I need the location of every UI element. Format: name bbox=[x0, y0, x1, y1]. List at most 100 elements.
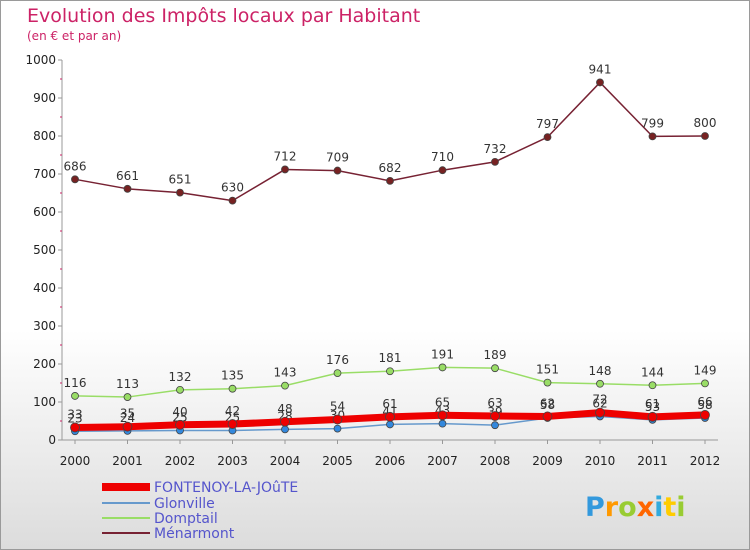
y-tick-label: 100 bbox=[33, 395, 56, 409]
y-tick-label: 800 bbox=[33, 129, 56, 143]
legend: FONTENOY-LA-JOûTEGlonvilleDomptailMénarm… bbox=[102, 480, 298, 542]
data-label: 132 bbox=[169, 370, 192, 384]
data-label: 35 bbox=[120, 407, 135, 421]
logo-letter: o bbox=[618, 492, 637, 523]
data-label: 800 bbox=[694, 116, 717, 130]
x-tick-label: 2000 bbox=[60, 454, 91, 468]
data-label: 191 bbox=[431, 347, 454, 361]
legend-item-domptail: Domptail bbox=[102, 511, 218, 527]
data-point bbox=[596, 379, 604, 388]
data-point bbox=[333, 369, 342, 378]
x-tick-label: 2007 bbox=[427, 454, 458, 468]
data-label: 148 bbox=[589, 364, 612, 378]
logo-letter: i bbox=[654, 492, 663, 523]
data-point bbox=[490, 411, 500, 421]
data-label: 61 bbox=[645, 397, 660, 411]
y-tick-label: 300 bbox=[33, 319, 56, 333]
data-label: 181 bbox=[379, 351, 402, 365]
x-tick-label: 2008 bbox=[480, 454, 511, 468]
data-point bbox=[595, 407, 605, 418]
data-point bbox=[333, 424, 342, 433]
data-point bbox=[176, 385, 184, 394]
y-tick-label: 1000 bbox=[25, 53, 56, 67]
x-tick-label: 2006 bbox=[375, 454, 406, 468]
legend-item-fontenoy-la-joute: FONTENOY-LA-JOûTE bbox=[102, 480, 298, 496]
data-label: 66 bbox=[697, 395, 712, 409]
data-point bbox=[333, 166, 342, 175]
x-tick-label: 2001 bbox=[112, 454, 143, 468]
x-ticks: 2000 2001 2002 2003 2004 2005 2006 2007 2008 2009… bbox=[60, 440, 721, 468]
x-tick-label: 2003 bbox=[217, 454, 248, 468]
data-point bbox=[280, 416, 290, 427]
data-label: 48 bbox=[277, 402, 292, 416]
data-label: 116 bbox=[64, 376, 87, 390]
legend-label: Glonville bbox=[154, 496, 215, 512]
data-point bbox=[438, 166, 447, 175]
y-tick-label: 600 bbox=[33, 205, 56, 219]
data-label: 941 bbox=[589, 62, 612, 76]
data-point bbox=[123, 393, 132, 401]
series-fontenoy-la-joute: 33 35 40 42 48 54 61 65 63 62 72 61 66 bbox=[67, 393, 713, 433]
data-point bbox=[70, 422, 80, 433]
data-label: 151 bbox=[536, 363, 559, 377]
data-point bbox=[386, 420, 394, 429]
data-point bbox=[647, 411, 658, 422]
proxiti-logo: Proxiti bbox=[585, 492, 686, 523]
logo-letter: t bbox=[663, 492, 676, 523]
data-label: 682 bbox=[379, 161, 402, 175]
data-label: 23 bbox=[67, 411, 82, 425]
data-label: 710 bbox=[431, 150, 454, 164]
data-point bbox=[385, 411, 395, 422]
x-tick-label: 2010 bbox=[585, 454, 616, 468]
data-point bbox=[701, 379, 709, 388]
data-point bbox=[438, 419, 447, 428]
data-point bbox=[596, 78, 604, 87]
data-label: 149 bbox=[694, 363, 717, 377]
x-tick-label: 2012 bbox=[690, 454, 721, 468]
data-label: 732 bbox=[484, 142, 507, 156]
series-domptail: 116 113 132 135 143 176 181 191 189 151 148 144 149 bbox=[64, 347, 717, 401]
y-tick-label: 400 bbox=[33, 281, 56, 295]
y-ticks: 0 100 200 300 400 500 600 700 800 900 1000 bbox=[25, 53, 62, 447]
legend-item-menarmont: Ménarmont bbox=[102, 526, 235, 542]
data-label: 135 bbox=[221, 369, 244, 383]
data-point bbox=[332, 414, 343, 425]
data-label: 61 bbox=[382, 397, 397, 411]
data-label: 686 bbox=[64, 159, 87, 173]
data-point bbox=[701, 132, 709, 140]
data-label: 58 bbox=[540, 398, 555, 412]
data-point bbox=[700, 410, 710, 420]
data-point bbox=[228, 196, 237, 205]
y-tick-label: 700 bbox=[33, 167, 56, 181]
y-tick-label: 900 bbox=[33, 91, 56, 105]
data-label: 797 bbox=[536, 117, 559, 131]
x-tick-label: 2009 bbox=[532, 454, 563, 468]
legend-item-glonville: Glonville bbox=[102, 496, 215, 512]
x-tick-label: 2002 bbox=[165, 454, 196, 468]
data-label: 630 bbox=[221, 181, 244, 195]
x-tick-label: 2004 bbox=[270, 454, 301, 468]
data-point bbox=[176, 188, 184, 197]
data-point bbox=[386, 176, 394, 185]
legend-label: Ménarmont bbox=[154, 526, 235, 542]
data-label: 58 bbox=[697, 398, 712, 412]
data-label: 62 bbox=[540, 396, 555, 410]
data-label: 143 bbox=[274, 366, 297, 380]
data-point bbox=[491, 364, 499, 373]
data-label: 189 bbox=[484, 348, 507, 362]
y-tick-label: 0 bbox=[48, 433, 56, 447]
data-point bbox=[228, 384, 237, 393]
series-layer: 686 661 651 630 712 709 682 710 732 797 941 799 800 1… bbox=[64, 62, 717, 436]
data-point bbox=[175, 419, 185, 430]
data-point bbox=[123, 184, 132, 193]
data-label: 63 bbox=[487, 396, 502, 410]
data-point bbox=[386, 367, 394, 376]
data-point bbox=[122, 421, 133, 432]
data-label: 651 bbox=[169, 173, 192, 187]
data-point bbox=[543, 133, 552, 142]
data-point bbox=[438, 363, 447, 372]
logo-letter: i bbox=[676, 492, 685, 523]
x-tick-label: 2005 bbox=[322, 454, 353, 468]
data-label: 25 bbox=[172, 411, 187, 425]
